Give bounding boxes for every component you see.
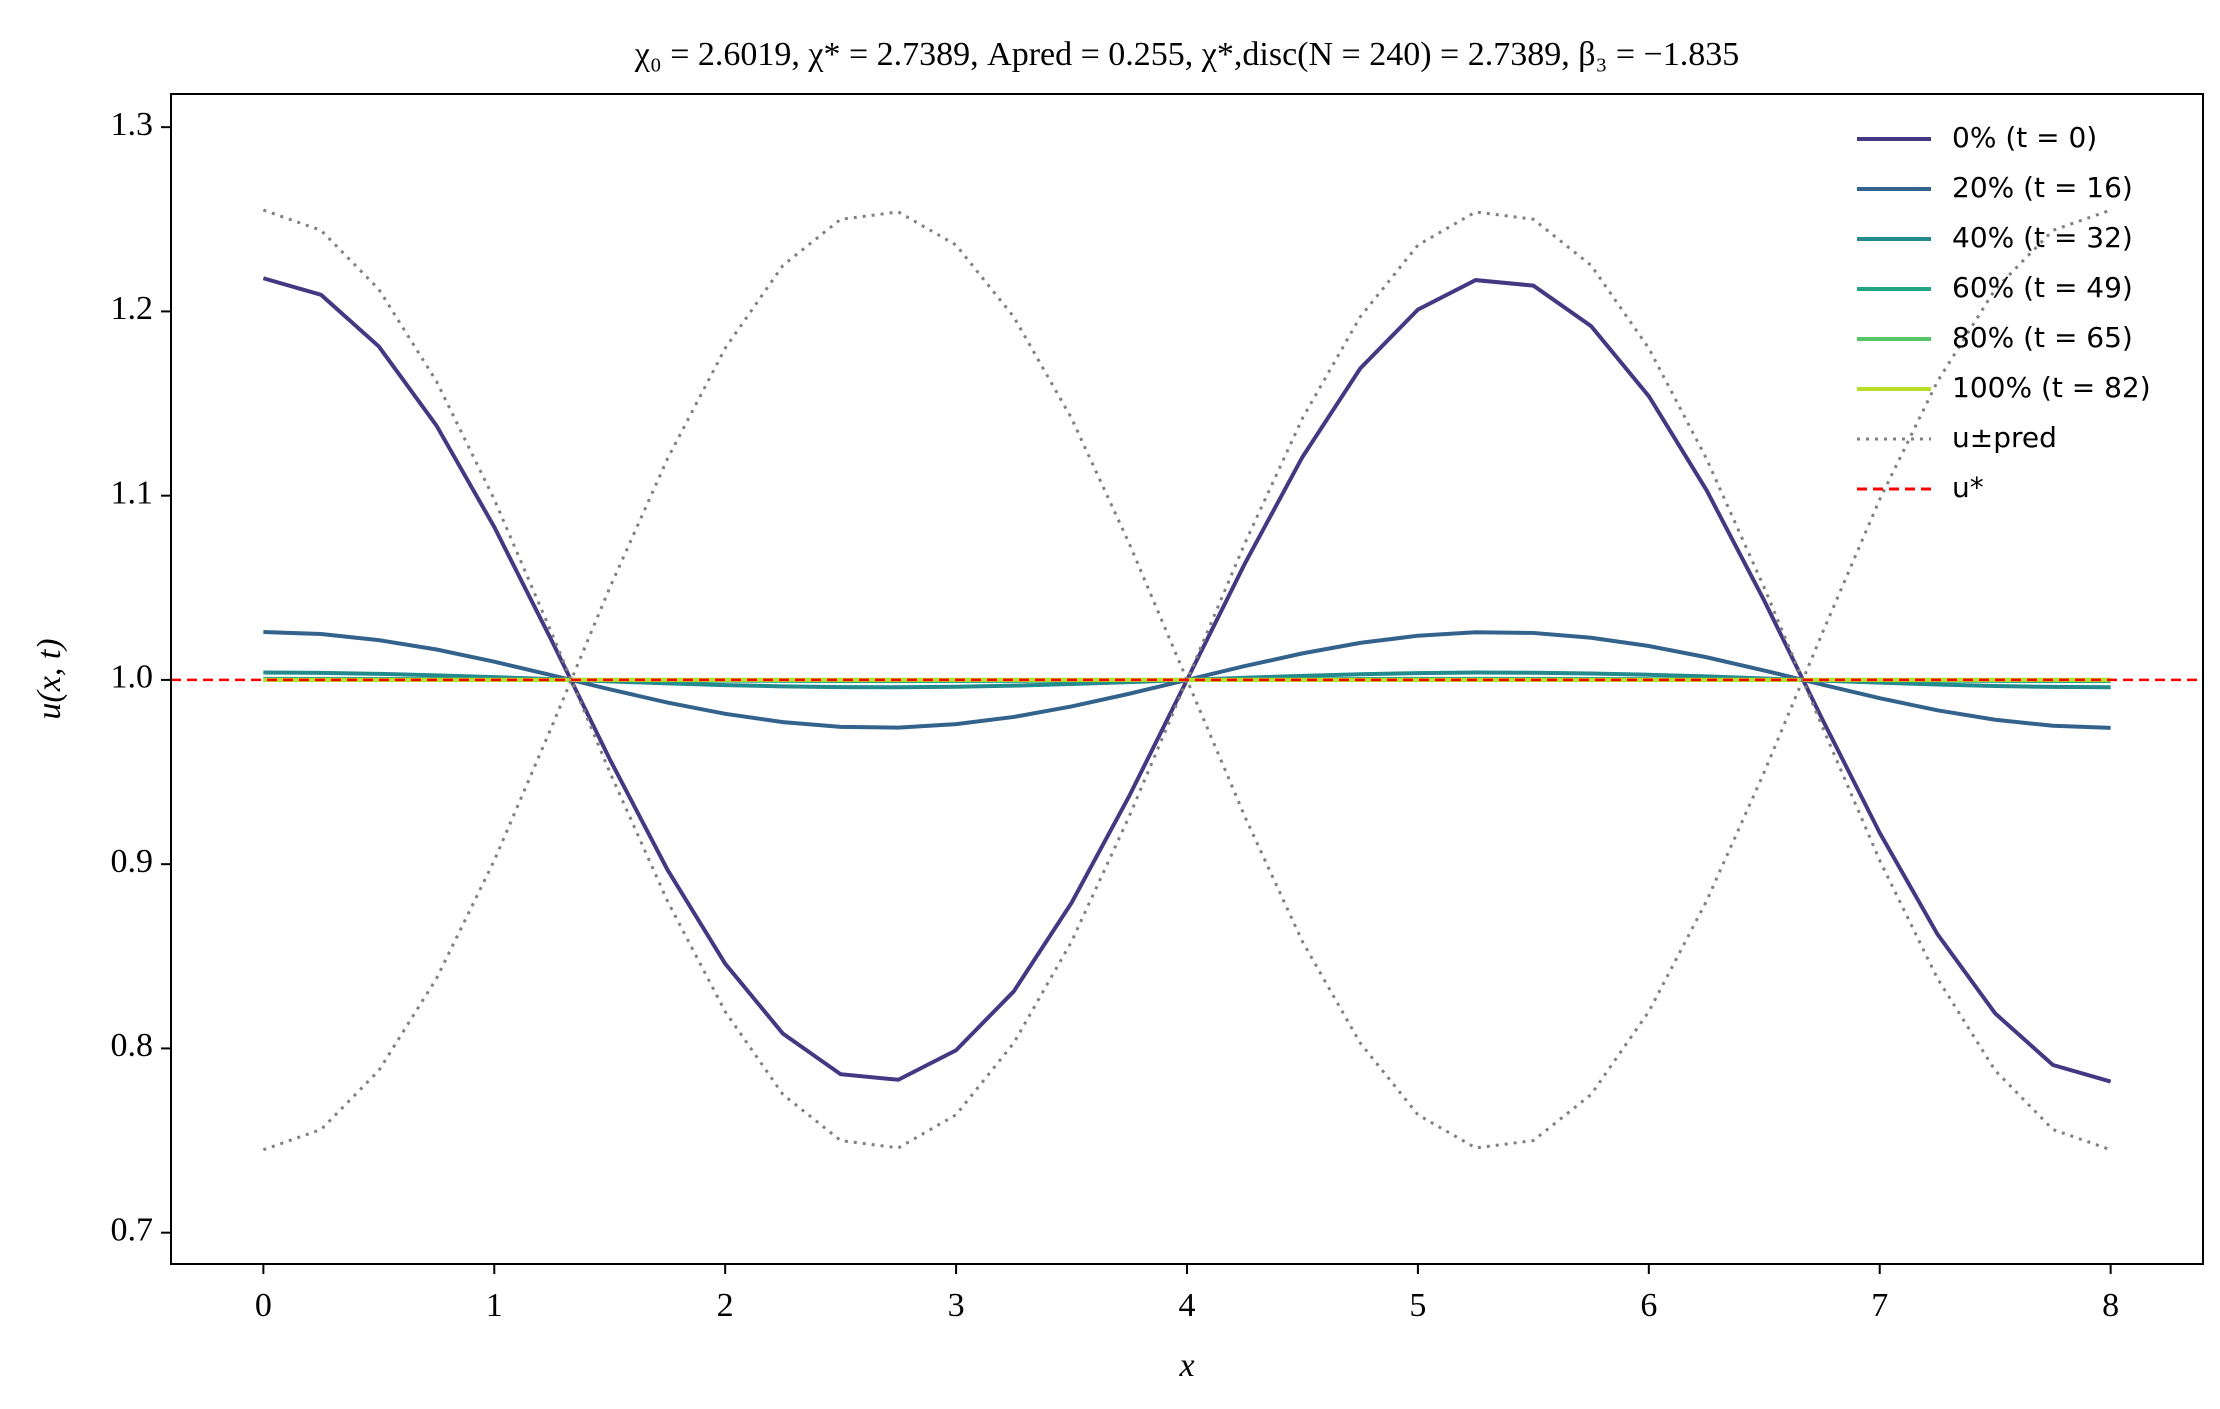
legend-label: u±pred [1952, 421, 2057, 454]
x-tick-label: 4 [1179, 1287, 1196, 1324]
x-tick-label: 6 [1640, 1287, 1657, 1324]
y-tick-label: 0.7 [111, 1211, 154, 1248]
x-tick-label: 1 [486, 1287, 503, 1324]
x-tick-label: 8 [2102, 1287, 2119, 1324]
x-tick-label: 3 [948, 1287, 965, 1324]
y-tick-label: 1.3 [111, 106, 154, 143]
x-tick-label: 5 [1409, 1287, 1426, 1324]
legend-label: 20% (t = 16) [1952, 171, 2133, 204]
y-axis-label: u(x, t) [31, 638, 68, 719]
legend-label: 40% (t = 32) [1952, 221, 2133, 254]
x-tick-label: 0 [255, 1287, 272, 1324]
prediction-line [262, 208, 2112, 1152]
legend-label: 80% (t = 65) [1952, 321, 2133, 354]
y-tick-label: 1.0 [111, 659, 154, 696]
chart-title: χ₀ = 2.6019, χ* = 2.7389, Apred = 0.255,… [634, 36, 1739, 73]
y-tick-label: 0.8 [111, 1027, 154, 1064]
y-tick-label: 1.1 [111, 474, 154, 511]
y-tick-label: 0.9 [111, 843, 154, 880]
y-tick-label: 1.2 [111, 290, 154, 327]
legend-label: 100% (t = 82) [1952, 371, 2151, 404]
legend-label: 60% (t = 49) [1952, 271, 2133, 304]
plot-frame [170, 93, 2204, 1265]
x-tick-label: 7 [1871, 1287, 1888, 1324]
legend-label: 0% (t = 0) [1952, 121, 2097, 154]
legend-label: u* [1952, 471, 1984, 504]
x-tick-label: 2 [717, 1287, 734, 1324]
x-axis-label: x [1178, 1347, 1194, 1384]
